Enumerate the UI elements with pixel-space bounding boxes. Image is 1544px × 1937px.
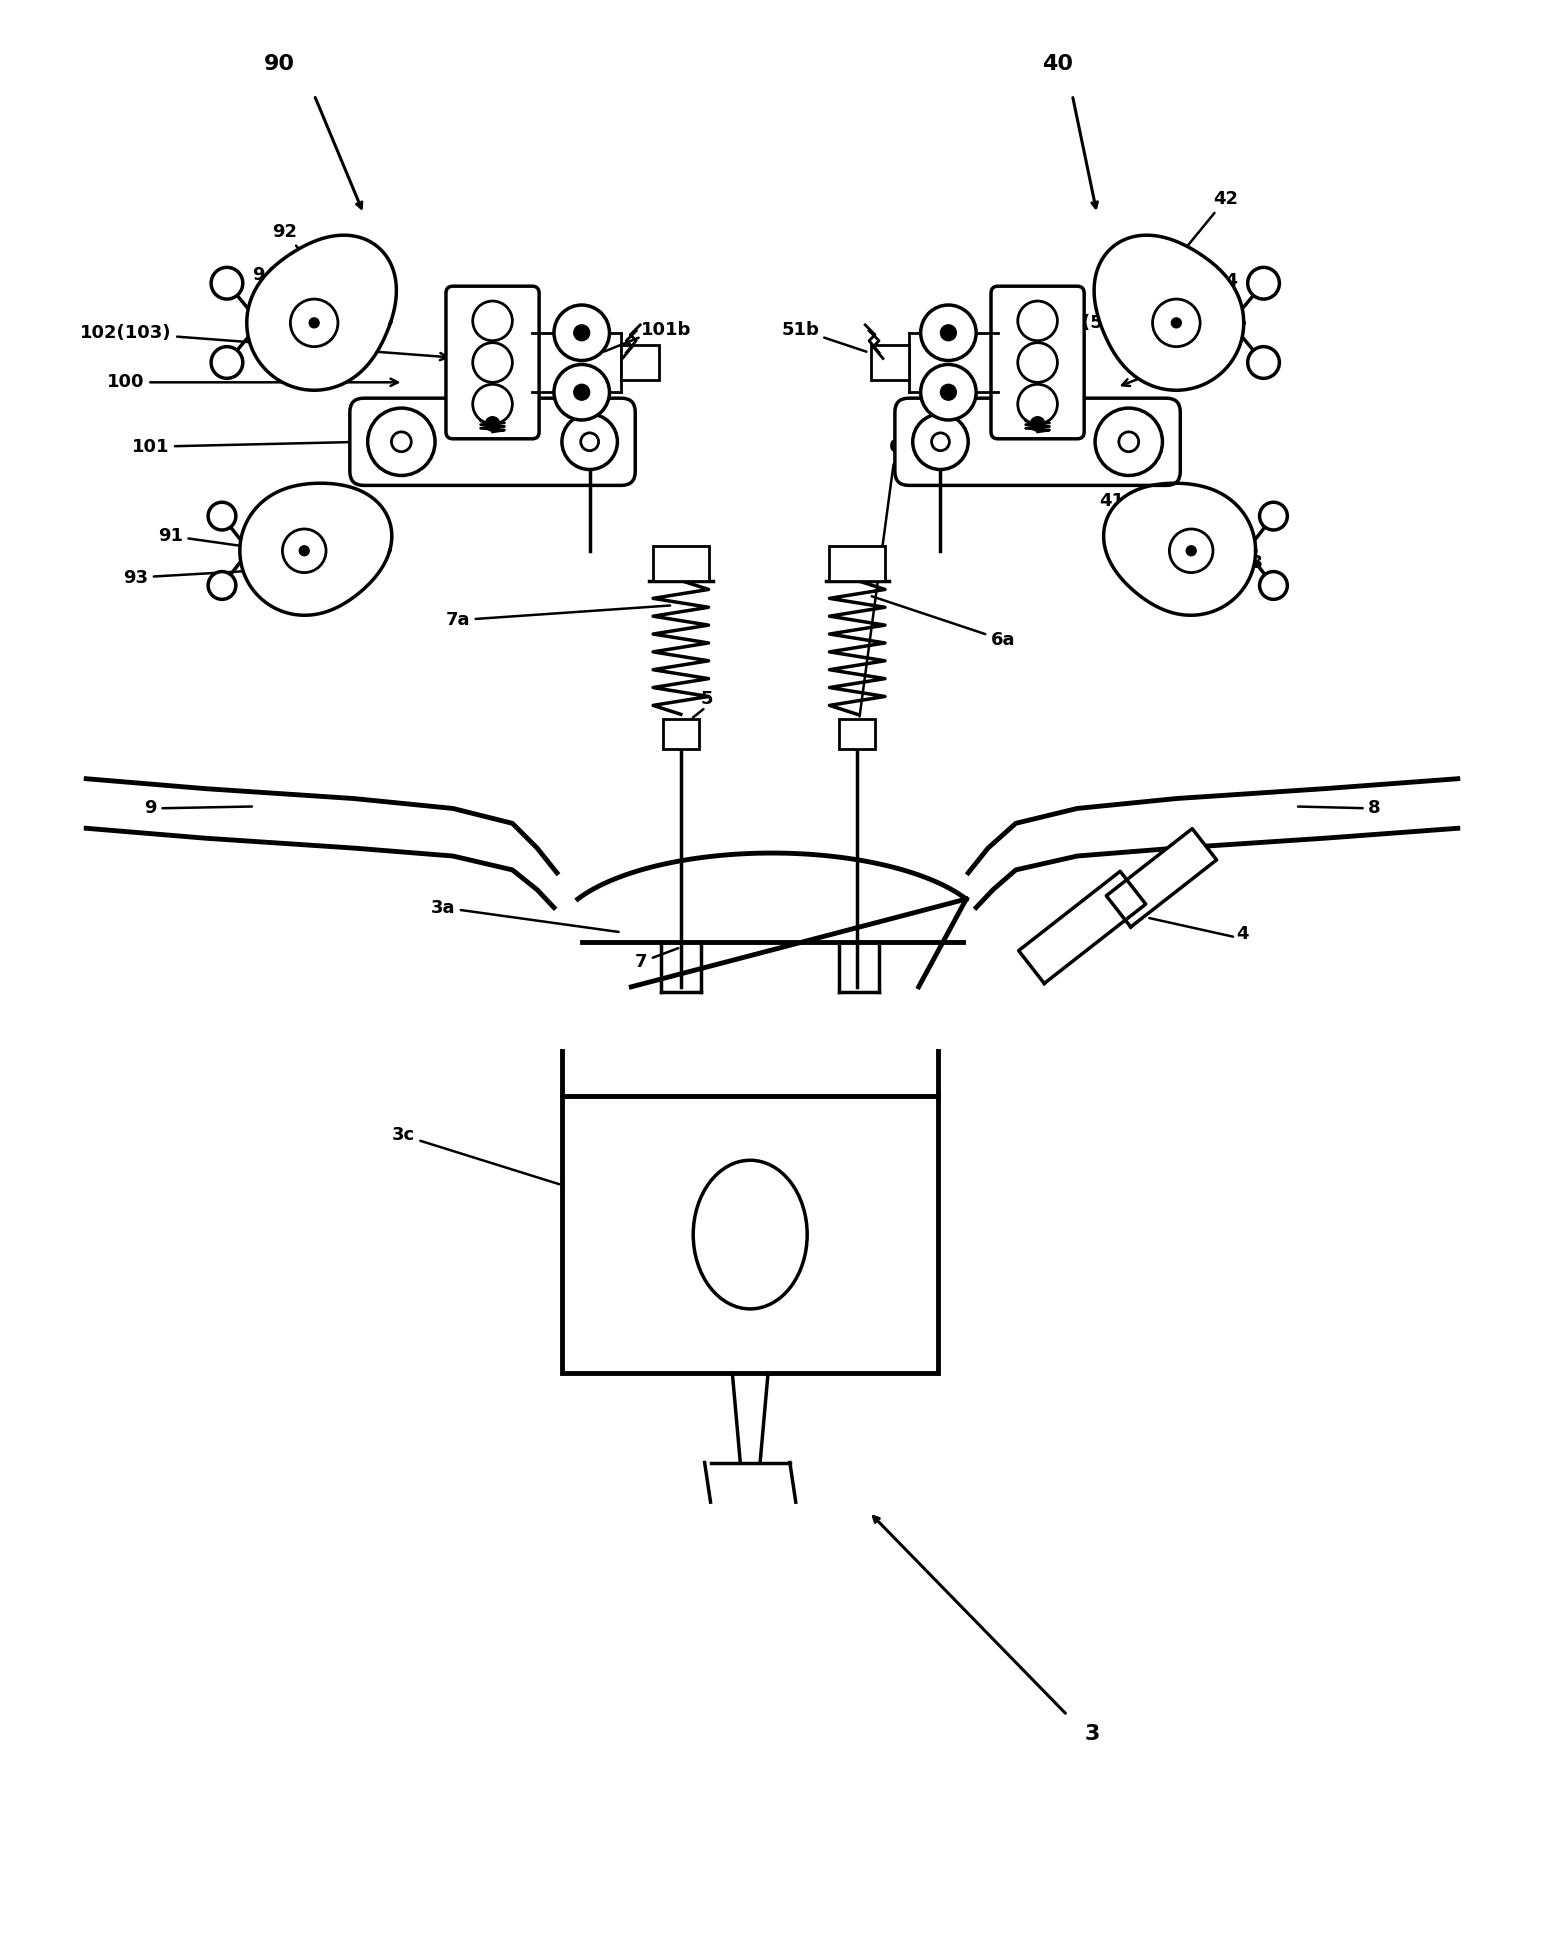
Text: 6a: 6a xyxy=(872,597,1014,649)
Circle shape xyxy=(940,325,956,341)
Circle shape xyxy=(931,432,950,451)
Circle shape xyxy=(1030,416,1045,432)
Circle shape xyxy=(472,384,513,424)
Circle shape xyxy=(472,343,513,382)
Circle shape xyxy=(1017,384,1058,424)
Text: 93: 93 xyxy=(124,569,252,587)
Circle shape xyxy=(920,304,976,360)
Circle shape xyxy=(1119,432,1138,451)
Text: 101b: 101b xyxy=(641,322,692,339)
Text: 4: 4 xyxy=(1235,926,1248,943)
Circle shape xyxy=(367,409,435,475)
Bar xyxy=(662,719,699,750)
Circle shape xyxy=(1186,546,1197,556)
Text: 3: 3 xyxy=(1084,1724,1099,1743)
Circle shape xyxy=(1260,571,1288,599)
Polygon shape xyxy=(247,234,397,389)
Text: 5: 5 xyxy=(701,690,713,709)
Text: 7a: 7a xyxy=(446,606,670,630)
Text: 43: 43 xyxy=(1221,554,1263,571)
Text: 91: 91 xyxy=(157,527,252,548)
Circle shape xyxy=(208,571,236,599)
Circle shape xyxy=(290,298,338,347)
FancyBboxPatch shape xyxy=(446,287,539,440)
Polygon shape xyxy=(1095,234,1244,389)
Circle shape xyxy=(212,267,242,298)
Text: 51b: 51b xyxy=(781,322,820,339)
Circle shape xyxy=(300,546,309,556)
Bar xyxy=(871,345,909,380)
Text: 40: 40 xyxy=(1042,54,1073,74)
Text: 42: 42 xyxy=(1183,190,1238,252)
Circle shape xyxy=(283,529,326,573)
Circle shape xyxy=(1017,343,1058,382)
Polygon shape xyxy=(1019,872,1146,984)
Text: 51: 51 xyxy=(1084,403,1110,430)
Text: 7: 7 xyxy=(635,949,678,970)
Text: 101: 101 xyxy=(131,438,361,455)
Circle shape xyxy=(1260,502,1288,531)
Circle shape xyxy=(574,325,590,341)
Text: 6: 6 xyxy=(889,438,902,455)
Polygon shape xyxy=(1104,482,1255,616)
Circle shape xyxy=(1017,300,1058,341)
Circle shape xyxy=(212,347,242,378)
Bar xyxy=(653,546,709,581)
Text: 41: 41 xyxy=(1099,492,1173,529)
Circle shape xyxy=(1248,267,1280,298)
Circle shape xyxy=(1152,298,1200,347)
Text: 94: 94 xyxy=(252,265,287,292)
Circle shape xyxy=(940,384,956,401)
FancyBboxPatch shape xyxy=(991,287,1084,440)
Circle shape xyxy=(562,415,618,469)
Circle shape xyxy=(554,364,610,420)
Text: 100: 100 xyxy=(107,374,398,391)
Text: 44: 44 xyxy=(1197,273,1238,296)
Circle shape xyxy=(913,415,968,469)
Bar xyxy=(840,719,875,750)
Circle shape xyxy=(472,300,513,341)
Text: 92: 92 xyxy=(272,223,303,254)
Text: 102(103): 102(103) xyxy=(80,323,448,360)
Circle shape xyxy=(1172,318,1181,327)
Text: 90: 90 xyxy=(264,54,295,74)
Text: 8: 8 xyxy=(1299,800,1380,817)
Text: 52(53): 52(53) xyxy=(1058,314,1124,331)
Circle shape xyxy=(574,384,590,401)
Circle shape xyxy=(309,318,320,327)
Bar xyxy=(621,345,659,380)
Bar xyxy=(829,546,885,581)
FancyBboxPatch shape xyxy=(896,399,1180,486)
Text: 50: 50 xyxy=(1122,333,1243,385)
Text: 3a: 3a xyxy=(431,899,619,932)
Polygon shape xyxy=(239,482,392,616)
Bar xyxy=(562,1096,939,1373)
Circle shape xyxy=(581,432,599,451)
Circle shape xyxy=(1169,529,1214,573)
Circle shape xyxy=(485,416,500,432)
Circle shape xyxy=(1095,409,1163,475)
Circle shape xyxy=(554,304,610,360)
Circle shape xyxy=(1248,347,1280,378)
Circle shape xyxy=(920,364,976,420)
Circle shape xyxy=(392,432,411,451)
Circle shape xyxy=(208,502,236,531)
Polygon shape xyxy=(1107,829,1217,928)
Text: 9: 9 xyxy=(145,800,252,817)
Text: 3c: 3c xyxy=(392,1127,559,1184)
FancyBboxPatch shape xyxy=(350,399,635,486)
